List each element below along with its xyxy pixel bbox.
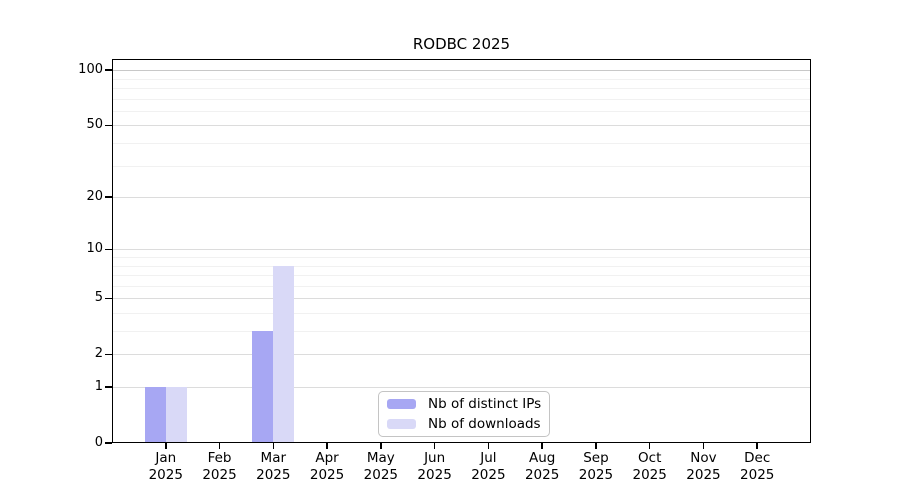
x-axis-label: Nov 2025 (686, 450, 721, 483)
x-axis-tick (487, 443, 490, 449)
bar-downloads (165, 387, 187, 443)
y-axis-tick (105, 69, 112, 71)
x-axis-tick (165, 443, 167, 449)
gridline-minor (112, 331, 811, 332)
gridline-minor (112, 265, 811, 267)
y-axis-tick (105, 442, 112, 444)
y-axis-label: 100 (78, 62, 103, 78)
y-axis-label: 0 (94, 435, 103, 450)
gridline-100 (112, 70, 811, 72)
bar-distinct-ips (144, 387, 166, 443)
legend-item-distinct-ips: Nb of distinct IPs (379, 395, 549, 413)
legend-label-downloads: Nb of downloads (428, 416, 541, 432)
x-axis-tick (702, 443, 705, 449)
gridline-labeled (112, 298, 811, 300)
x-axis-label: Jul 2025 (471, 450, 506, 483)
y-axis-label: 10 (86, 241, 103, 257)
gridline-minor (112, 275, 811, 277)
gridline-labeled (112, 125, 811, 127)
y-axis-tick (105, 297, 112, 299)
gridline-minor (112, 256, 811, 258)
gridline-minor (112, 78, 811, 80)
y-axis-tick (105, 124, 112, 127)
y-axis-label: 5 (94, 290, 103, 306)
gridline-labeled (112, 354, 811, 356)
x-axis-label: Feb 2025 (202, 450, 237, 483)
legend-label-distinct-ips: Nb of distinct IPs (428, 396, 542, 412)
y-axis-label: 50 (86, 117, 103, 133)
y-axis-label: 2 (94, 346, 103, 362)
x-axis-label: May 2025 (363, 450, 399, 483)
gridline-labeled (112, 249, 811, 251)
bar-distinct-ips (252, 331, 274, 443)
x-axis-label: Oct 2025 (632, 450, 667, 483)
plot-area (112, 59, 811, 443)
x-axis-tick (272, 443, 275, 449)
legend-item-downloads: Nb of downloads (379, 415, 549, 433)
x-axis-label: Aug 2025 (524, 450, 560, 483)
x-axis-tick (218, 443, 221, 449)
bar-downloads (273, 265, 295, 443)
x-axis-tick (756, 443, 758, 449)
y-axis-label: 1 (94, 379, 103, 394)
gridline-labeled (112, 197, 811, 199)
gridline-minor (112, 312, 811, 314)
x-axis-label: Dec 2025 (740, 450, 775, 483)
x-axis-tick (648, 443, 651, 449)
x-axis-tick (326, 443, 328, 449)
x-axis-label: Sep 2025 (578, 450, 614, 483)
gridline-minor (112, 98, 811, 100)
y-axis-tick (105, 353, 112, 355)
legend-swatch-distinct-ips (387, 399, 416, 409)
y-axis-tick (105, 248, 112, 251)
legend: Nb of distinct IPs Nb of downloads (378, 391, 550, 437)
gridline-minor (112, 285, 811, 287)
x-axis-tick (433, 443, 436, 449)
gridline-minor (112, 143, 811, 144)
chart-title: RODBC 2025 (412, 35, 511, 53)
y-axis-tick (105, 386, 112, 388)
y-axis-tick (105, 196, 112, 198)
x-axis-label: Jan 2025 (148, 450, 183, 483)
y-axis-label: 20 (86, 189, 103, 205)
gridline-minor (112, 110, 811, 112)
gridline-labeled (112, 387, 811, 388)
x-axis-label: Apr 2025 (309, 450, 345, 483)
x-axis-label: Mar 2025 (256, 450, 291, 483)
legend-swatch-downloads (387, 419, 416, 429)
x-axis-tick (380, 443, 382, 449)
x-axis-label: Jun 2025 (417, 450, 452, 483)
gridline-minor (112, 88, 811, 89)
gridline-minor (112, 165, 811, 167)
x-axis-tick (541, 443, 543, 449)
x-axis-tick (595, 443, 597, 449)
